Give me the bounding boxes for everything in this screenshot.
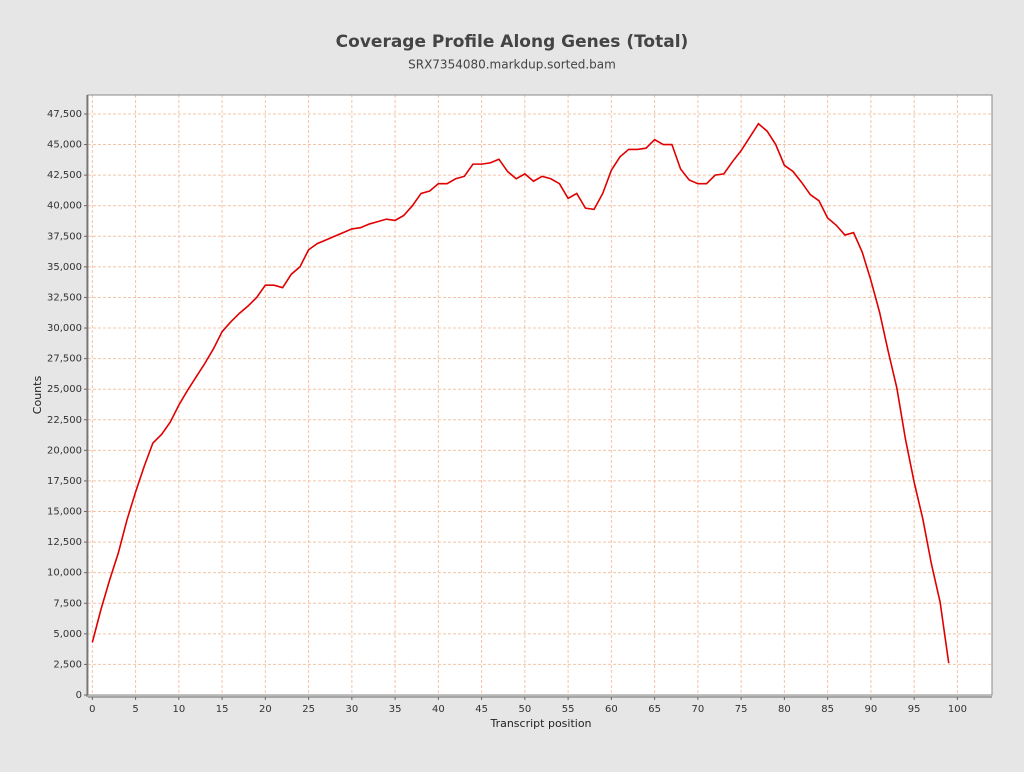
x-tick-label: 0 — [89, 704, 95, 715]
x-tick-label: 65 — [648, 704, 661, 715]
y-tick-label: 40,000 — [47, 201, 82, 212]
data-line — [91, 122, 950, 664]
x-tick-label: 70 — [692, 704, 705, 715]
plot-border — [87, 94, 993, 696]
x-tick-label: 25 — [302, 704, 315, 715]
x-tick-label: 30 — [345, 704, 358, 715]
x-tick-label: 15 — [216, 704, 229, 715]
plot-area — [88, 95, 992, 695]
x-tick-label: 80 — [778, 704, 791, 715]
x-tick-label: 55 — [562, 704, 575, 715]
x-tick-label: 10 — [172, 704, 185, 715]
chart-subtitle: SRX7354080.markdup.sorted.bam — [408, 58, 616, 72]
y-tick-label: 30,000 — [47, 323, 82, 334]
y-tick-label: 27,500 — [47, 354, 82, 365]
x-tick-label: 90 — [865, 704, 878, 715]
x-axis-label: Transcript position — [489, 717, 591, 730]
chart-title: Coverage Profile Along Genes (Total) — [336, 32, 689, 52]
y-tick-label: 10,000 — [47, 568, 82, 579]
y-tick-label: 35,000 — [47, 262, 82, 273]
y-tick-label: 42,500 — [47, 170, 82, 181]
x-tick-label: 100 — [948, 704, 967, 715]
y-tick-label: 22,500 — [47, 415, 82, 426]
y-tick-label: 0 — [76, 690, 82, 701]
x-tick-label: 85 — [821, 704, 834, 715]
y-tick-label: 17,500 — [47, 476, 82, 487]
x-tick-label: 60 — [605, 704, 618, 715]
y-tick-label: 45,000 — [47, 140, 82, 151]
y-tick-label: 7,500 — [53, 598, 82, 609]
x-tick-label: 40 — [432, 704, 445, 715]
y-tick-label: 20,000 — [47, 445, 82, 456]
y-tick-label: 2,500 — [53, 659, 82, 670]
y-tick-label: 15,000 — [47, 507, 82, 518]
y-tick-label: 47,500 — [47, 109, 82, 120]
y-tick-label: 25,000 — [47, 384, 82, 395]
x-tick-label: 75 — [735, 704, 748, 715]
y-tick-label: 12,500 — [47, 537, 82, 548]
y-axis-label: Counts — [31, 376, 44, 415]
x-tick-label: 20 — [259, 704, 272, 715]
y-tick-label: 37,500 — [47, 231, 82, 242]
x-tick-label: 45 — [475, 704, 488, 715]
x-tick-label: 35 — [389, 704, 402, 715]
x-tick-label: 95 — [908, 704, 921, 715]
x-tick-label: 50 — [518, 704, 531, 715]
x-tick-label: 5 — [132, 704, 138, 715]
y-tick-label: 5,000 — [53, 629, 82, 640]
y-tick-label: 32,500 — [47, 292, 82, 303]
